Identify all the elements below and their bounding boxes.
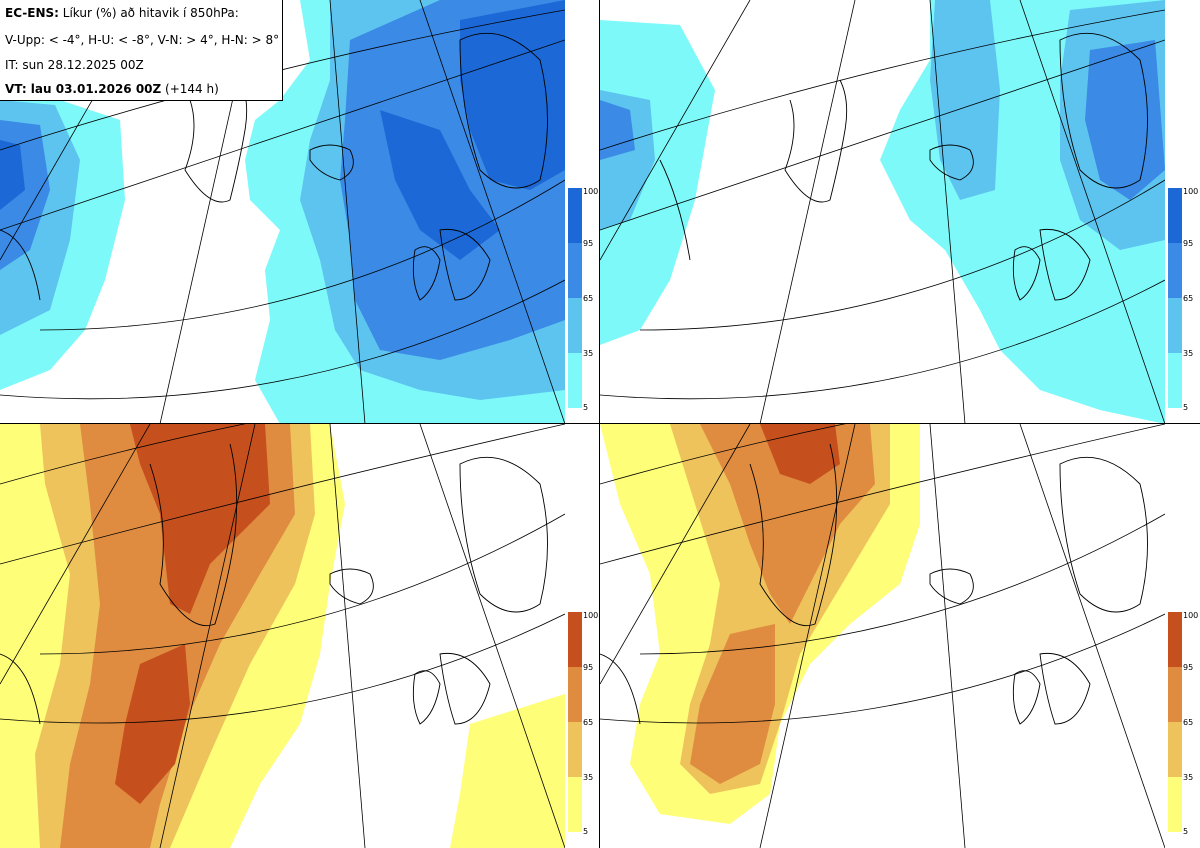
legend-valid-time: VT: lau 03.01.2026 00Z (+144 h) xyxy=(5,82,219,96)
colorbar-blue-top-right: 100 95 65 35 5 xyxy=(1168,188,1200,418)
colorbar-tick: 35 xyxy=(1183,349,1194,358)
map-panel-warm-4 xyxy=(0,424,565,848)
colorbar-tick: 100 xyxy=(1183,611,1199,620)
colorbar-seg xyxy=(568,243,582,298)
colorbar-tick: 65 xyxy=(1183,718,1194,727)
colorbar-seg xyxy=(568,353,582,408)
map-legend: EC-ENS: Líkur (%) að hitavik í 850hPa: V… xyxy=(0,0,283,101)
colorbar-tick: 5 xyxy=(1183,827,1189,836)
colorbar-tick: 95 xyxy=(1183,663,1194,672)
colorbar-seg xyxy=(1168,722,1182,777)
legend-thresholds: V-Upp: < -4°, H-U: < -8°, V-N: > 4°, H-N… xyxy=(5,33,280,47)
colorbar-tick: 5 xyxy=(583,827,589,836)
colorbar-tick: 65 xyxy=(583,294,594,303)
colorbar-seg xyxy=(1168,353,1182,408)
colorbar-tick: 100 xyxy=(583,611,599,620)
colorbar-seg xyxy=(568,722,582,777)
legend-init-time: IT: sun 28.12.2025 00Z xyxy=(5,58,144,72)
colorbar-seg xyxy=(1168,243,1182,298)
panel-divider-vertical xyxy=(599,0,600,848)
panel-divider-horizontal xyxy=(0,423,1200,424)
colorbar-seg xyxy=(1168,612,1182,667)
map-panel-cold-8 xyxy=(600,0,1165,424)
colorbar-seg xyxy=(1168,777,1182,832)
colorbar-seg xyxy=(568,777,582,832)
colorbar-tick: 5 xyxy=(583,403,589,412)
legend-title: EC-ENS: Líkur (%) að hitavik í 850hPa: xyxy=(5,6,239,20)
map-panel-warm-8 xyxy=(600,424,1165,848)
colorbar-seg xyxy=(1168,298,1182,353)
colorbar-seg xyxy=(568,667,582,722)
colorbar-tick: 35 xyxy=(583,349,594,358)
colorbar-tick: 65 xyxy=(1183,294,1194,303)
colorbar-seg xyxy=(568,298,582,353)
colorbar-tick: 95 xyxy=(1183,239,1194,248)
colorbar-tick: 35 xyxy=(583,773,594,782)
colorbar-orange-bottom-left: 100 95 65 35 5 xyxy=(568,612,600,842)
colorbar-tick: 100 xyxy=(583,187,599,196)
colorbar-tick: 95 xyxy=(583,239,594,248)
colorbar-tick: 95 xyxy=(583,663,594,672)
colorbar-seg xyxy=(568,612,582,667)
map-panel-cold-4 xyxy=(0,0,565,424)
colorbar-tick: 5 xyxy=(1183,403,1189,412)
colorbar-tick: 65 xyxy=(583,718,594,727)
colorbar-tick: 100 xyxy=(1183,187,1199,196)
colorbar-blue-top-left: 100 95 65 35 5 xyxy=(568,188,600,418)
colorbar-seg xyxy=(1168,667,1182,722)
colorbar-seg xyxy=(568,188,582,243)
colorbar-orange-bottom-right: 100 95 65 35 5 xyxy=(1168,612,1200,842)
colorbar-seg xyxy=(1168,188,1182,243)
colorbar-tick: 35 xyxy=(1183,773,1194,782)
